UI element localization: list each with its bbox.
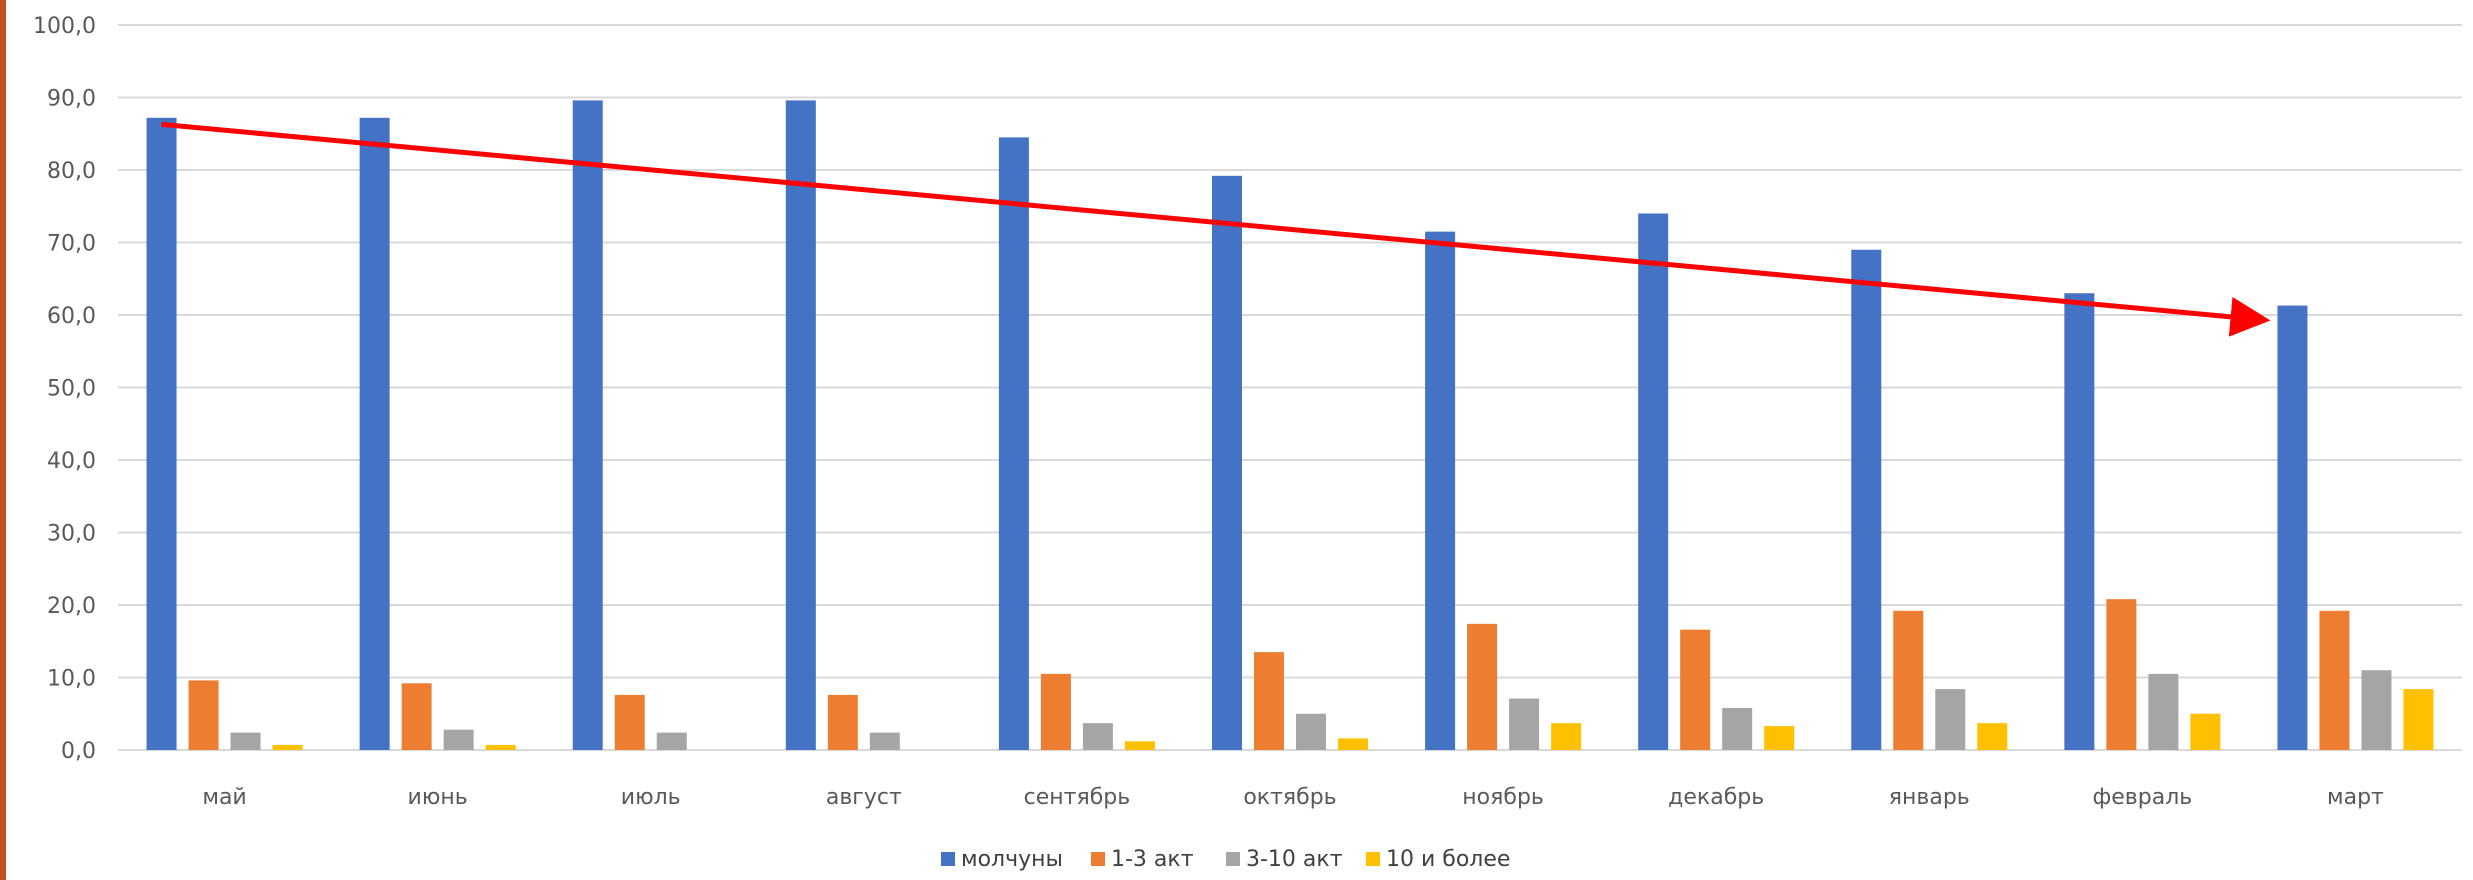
y-tick-label: 60,0 [47,304,96,329]
bar-3-декабрь [1722,707,1753,750]
bar-1-март [2277,305,2308,750]
bar-4-май [272,744,303,750]
x-category-label: июнь [408,785,468,810]
bar-4-ноябрь [1551,723,1582,750]
x-axis-category-labels: май июнь июль август сентябрь октябрь ноябрь де… [202,785,2384,810]
bar-3-июль [656,732,687,750]
bar-4-декабрь [1764,726,1795,750]
x-category-label: октябрь [1243,785,1336,810]
bar-2-август [827,694,858,750]
legend-label: 10 и более [1386,847,1510,872]
bar-3-сентябрь [1082,723,1113,750]
bar-2-январь [1893,610,1924,750]
legend: молчуны 1-3 акт 3-10 акт 10 и более [941,847,1510,872]
bar-3-январь [1935,689,1966,750]
x-category-label: февраль [2092,785,2192,810]
bar-1-январь [1851,249,1882,750]
bar-3-октябрь [1296,713,1326,750]
legend-label: молчуны [961,847,1063,872]
bar-3-июнь [443,729,474,750]
bar-4-июнь [485,744,516,750]
x-category-label: ноябрь [1462,785,1544,810]
bars [146,100,2434,751]
y-tick-label: 100,0 [33,14,96,39]
bar-1-июль [572,100,603,750]
bar-3-май [230,732,261,750]
y-tick-label: 0,0 [61,739,96,764]
y-tick-label: 70,0 [47,232,96,257]
legend-label: 1-3 акт [1111,847,1194,872]
bar-4-март [2403,689,2434,750]
bar-4-февраль [2190,713,2221,750]
bar-3-ноябрь [1509,698,1540,750]
bar-2-май [188,680,219,750]
bar-2-сентябрь [1040,673,1071,750]
bar-3-март [2361,670,2392,750]
bar-2-декабрь [1680,629,1711,750]
bar-1-февраль [2064,293,2095,750]
bar-3-август [869,732,900,750]
bar-2-июль [614,694,645,750]
bar-2-июнь [401,683,432,750]
x-category-label: май [202,785,246,810]
bar-4-сентябрь [1124,741,1155,750]
y-tick-label: 10,0 [47,667,96,692]
bar-1-сентябрь [998,137,1029,750]
bar-3-февраль [2148,673,2179,750]
x-category-label: сентябрь [1024,785,1131,810]
bar-1-май [146,117,177,751]
legend-swatch [1091,852,1105,866]
trend-arrow-line [161,121,2271,337]
y-tick-label: 80,0 [47,159,96,184]
x-category-label: январь [1889,785,1970,810]
legend-swatch [1226,852,1240,866]
bar-2-февраль [2106,599,2137,750]
bar-1-август [785,100,816,750]
bar-4-октябрь [1338,738,1368,750]
y-tick-label: 90,0 [47,87,96,112]
y-tick-label: 20,0 [47,594,96,619]
x-category-label: декабрь [1668,785,1764,810]
bar-1-ноябрь [1425,231,1456,750]
y-tick-label: 40,0 [47,449,96,474]
bar-2-октябрь [1254,652,1284,750]
slide-left-border [0,0,6,880]
bar-1-июнь [359,117,390,751]
bar-4-январь [1977,723,2008,750]
y-tick-label: 30,0 [47,522,96,547]
bar-2-март [2319,610,2350,750]
y-axis-tick-labels: 0,0 10,0 20,0 30,0 40,0 50,0 60,0 70,0 80,0 90,0 1… [33,14,96,764]
bar-1-октябрь [1212,175,1242,751]
x-category-label: июль [621,785,681,810]
legend-swatch [1366,852,1380,866]
x-category-label: август [826,785,902,810]
x-category-label: март [2327,785,2384,810]
bar-2-ноябрь [1467,623,1498,750]
y-tick-label: 50,0 [47,377,96,402]
legend-label: 3-10 акт [1246,847,1343,872]
legend-swatch [941,852,955,866]
trend-arrow [161,121,2271,337]
bar-1-декабрь [1638,213,1669,750]
